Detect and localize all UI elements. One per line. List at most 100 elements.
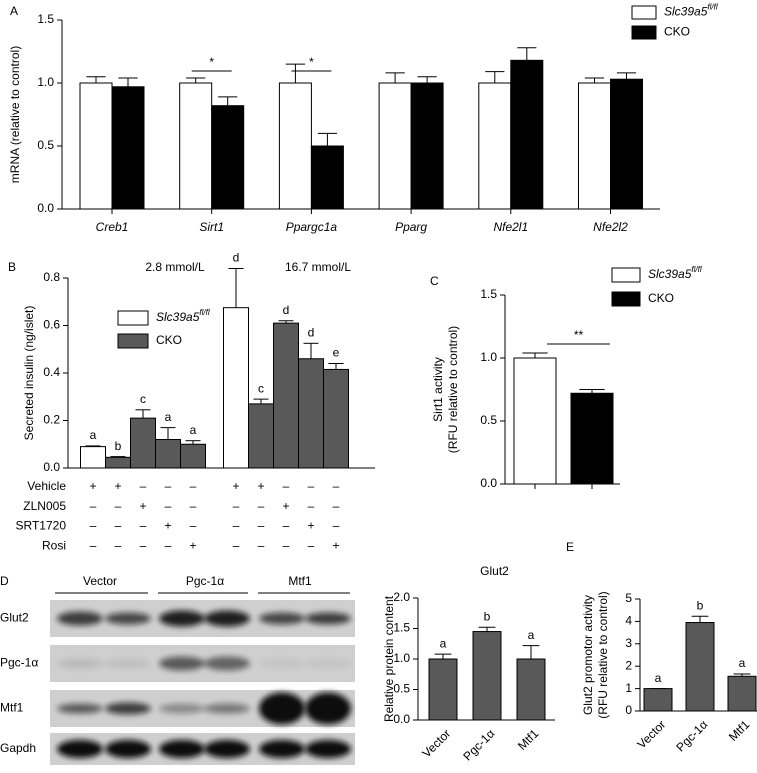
bar	[79, 82, 113, 210]
legend-label: CKO	[648, 291, 674, 305]
significance-mark: **	[574, 328, 584, 342]
bar	[513, 357, 557, 485]
treatment-sign: –	[233, 499, 240, 513]
legend-name: Slc39a5	[664, 5, 708, 19]
y-tick-label: 0.2	[43, 413, 60, 427]
bar	[179, 82, 213, 210]
treatment-name: SRT1720	[16, 519, 67, 533]
bar-letter: a	[440, 636, 447, 650]
y-axis-label: Sirt1 activity	[431, 357, 445, 422]
treatment-sign: –	[90, 499, 97, 513]
bar	[727, 675, 757, 712]
significance-mark: *	[209, 55, 214, 69]
bar	[273, 322, 299, 469]
bar	[610, 78, 643, 210]
lane-label: Pgc-1α	[186, 574, 224, 588]
treatment-sign: –	[308, 499, 315, 513]
blot-band	[204, 656, 250, 671]
bar-letter: b	[484, 609, 491, 623]
bar-letter: d	[233, 251, 240, 265]
legend-label: Slc39a5fl/fl	[156, 308, 210, 324]
treatment-sign: +	[257, 479, 264, 493]
treatment-sign: +	[164, 519, 171, 533]
blot-band	[159, 703, 205, 714]
bar	[278, 82, 312, 210]
treatment-name: Rosi	[42, 538, 66, 552]
bar	[578, 82, 611, 210]
legend-label: Slc39a5fl/fl	[648, 265, 702, 281]
legend-name: Slc39a5	[648, 267, 692, 281]
bar	[298, 358, 324, 469]
treatment-sign: –	[115, 519, 122, 533]
treatment-sign: –	[333, 499, 340, 513]
x-tick-label: Vector	[419, 726, 453, 760]
panel-letter: B	[8, 260, 16, 274]
legend-swatch	[631, 5, 657, 20]
treatment-sign: –	[233, 538, 240, 552]
significance-mark: *	[309, 55, 314, 69]
row-label: Pgc-1α	[0, 656, 38, 670]
legend-superscript: fl/fl	[691, 265, 701, 274]
bar-letter: d	[308, 325, 315, 339]
blot-band	[305, 740, 351, 758]
treatment-sign: –	[90, 519, 97, 533]
x-tick-label: Vector	[634, 717, 668, 751]
y-axis-label: Glut2 promotor activity	[581, 595, 595, 715]
legend-name: CKO	[648, 291, 674, 305]
x-tick-label: Pgc-1α	[460, 726, 497, 763]
blot-band	[305, 612, 351, 625]
x-tick-label: Pparg	[395, 220, 427, 234]
blot-band	[204, 740, 250, 758]
row-label: Mtf1	[0, 701, 24, 715]
y-axis-label: mRNA (relative to control)	[8, 46, 22, 183]
group-label: 2.8 mmol/L	[145, 260, 205, 274]
y-tick-label: 0.0	[480, 476, 497, 490]
blot-band	[159, 740, 205, 758]
bar	[685, 622, 715, 712]
y-tick-label: 1.0	[480, 350, 497, 364]
bar	[570, 392, 614, 485]
blot-band	[204, 703, 250, 714]
bar	[516, 658, 546, 721]
legend-swatch	[117, 310, 149, 326]
treatment-sign: –	[165, 479, 172, 493]
bar-letter: a	[90, 428, 97, 442]
panel-letter: A	[10, 4, 18, 18]
row-label: Gapdh	[0, 741, 36, 755]
blot-band	[57, 740, 103, 758]
x-tick-label: Sirt1	[199, 220, 224, 234]
bar-letter: c	[140, 392, 146, 406]
treatment-sign: –	[258, 499, 265, 513]
bar-letter: a	[190, 423, 197, 437]
y-tick-label: 0.5	[393, 682, 410, 696]
treatment-sign: +	[139, 499, 146, 513]
bar	[510, 59, 544, 210]
bar	[111, 86, 145, 210]
y-tick-label: 1.5	[480, 287, 497, 301]
y-axis-label: Relative protein content	[382, 595, 396, 722]
treatment-sign: –	[140, 479, 147, 493]
panel-letter: D	[0, 574, 9, 588]
blot-band	[305, 658, 351, 669]
bar-letter: e	[333, 346, 340, 360]
x-tick-label: Mtf1	[726, 717, 753, 744]
bar	[180, 443, 206, 469]
row-label: Glut2	[0, 611, 29, 625]
treatment-sign: +	[332, 538, 339, 552]
treatment-sign: –	[283, 519, 290, 533]
treatment-sign: –	[233, 519, 240, 533]
blot-band	[305, 692, 351, 725]
treatment-sign: +	[282, 499, 289, 513]
bar-letter: a	[165, 410, 172, 424]
treatment-name: Vehicle	[27, 479, 66, 493]
treatment-sign: –	[115, 538, 122, 552]
treatment-name: ZLN005	[23, 499, 66, 513]
x-tick-label: Nfe2l2	[593, 220, 628, 234]
blot-band	[204, 610, 250, 627]
bar-letter: c	[258, 381, 264, 395]
bar	[211, 105, 245, 210]
bar	[130, 417, 156, 469]
legend-superscript: fl/fl	[707, 3, 717, 12]
treatment-sign: +	[114, 479, 121, 493]
blot-band	[259, 692, 305, 725]
